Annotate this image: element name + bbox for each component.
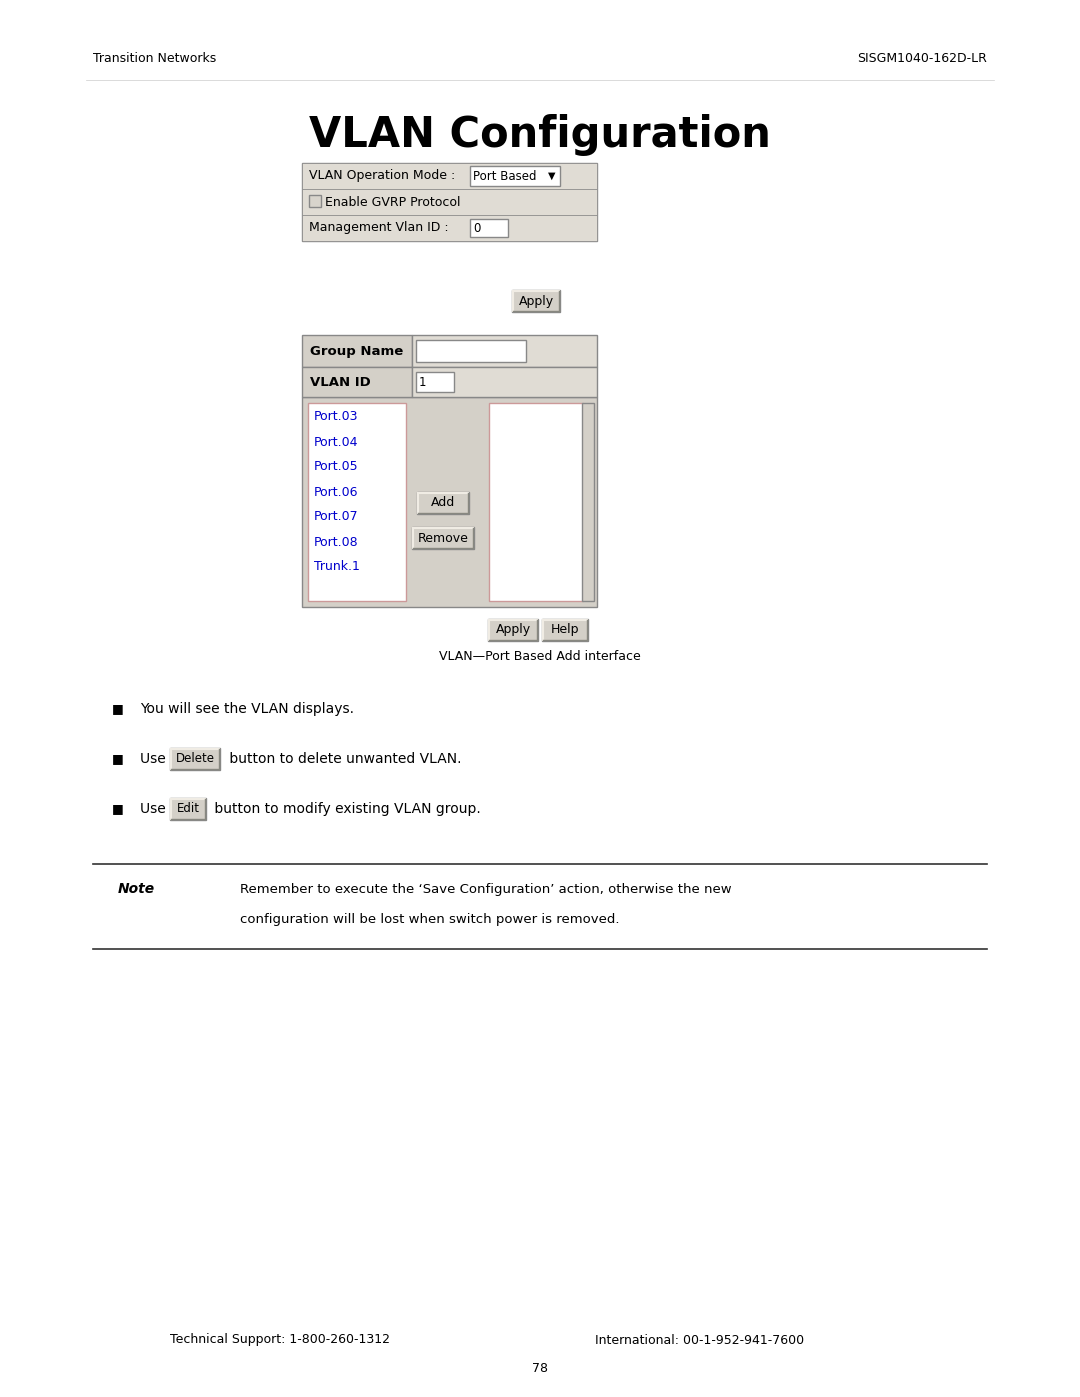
Text: You will see the VLAN displays.: You will see the VLAN displays.	[140, 703, 354, 717]
Bar	[309, 196, 321, 207]
Text: Port.05: Port.05	[314, 461, 359, 474]
Bar	[470, 166, 561, 186]
Text: configuration will be lost when switch power is removed.: configuration will be lost when switch p…	[240, 912, 620, 925]
Text: button to delete unwanted VLAN.: button to delete unwanted VLAN.	[225, 752, 461, 766]
Bar	[302, 189, 597, 215]
Text: 78: 78	[532, 1362, 548, 1375]
Text: Port.07: Port.07	[314, 510, 359, 524]
Text: ▼: ▼	[549, 170, 556, 182]
Bar	[416, 339, 526, 362]
Text: Trunk.1: Trunk.1	[314, 560, 360, 574]
Text: Apply: Apply	[518, 295, 554, 307]
Text: Transition Networks: Transition Networks	[93, 52, 216, 64]
Text: Port.04: Port.04	[314, 436, 359, 448]
Text: ■: ■	[112, 802, 124, 816]
Text: Port.06: Port.06	[314, 486, 359, 499]
Text: Technical Support: 1-800-260-1312: Technical Support: 1-800-260-1312	[170, 1334, 390, 1347]
Text: VLAN ID: VLAN ID	[310, 376, 370, 388]
Bar	[512, 291, 561, 312]
Bar	[411, 335, 597, 367]
Bar	[308, 402, 406, 601]
Bar	[488, 619, 538, 641]
Text: Group Name: Group Name	[310, 345, 403, 358]
Bar	[302, 163, 597, 242]
Text: Edit: Edit	[176, 802, 200, 816]
Bar	[302, 215, 597, 242]
Text: International: 00-1-952-941-7600: International: 00-1-952-941-7600	[595, 1334, 805, 1347]
Text: Help: Help	[551, 623, 579, 637]
Text: SISGM1040-162D-LR: SISGM1040-162D-LR	[858, 52, 987, 64]
Text: VLAN—Port Based Add interface: VLAN—Port Based Add interface	[440, 651, 640, 664]
Bar	[582, 402, 594, 601]
Text: Use: Use	[140, 802, 171, 816]
Text: Add: Add	[431, 496, 455, 510]
Text: ■: ■	[112, 753, 124, 766]
Bar	[470, 219, 508, 237]
Text: Port Based: Port Based	[473, 169, 537, 183]
Bar	[302, 163, 597, 189]
Text: ■: ■	[112, 703, 124, 715]
Text: VLAN Operation Mode :: VLAN Operation Mode :	[309, 169, 456, 183]
Text: Use: Use	[140, 752, 171, 766]
Text: Apply: Apply	[496, 623, 530, 637]
Bar	[170, 798, 206, 820]
Bar	[302, 367, 411, 397]
Bar	[411, 527, 474, 549]
Text: Remove: Remove	[418, 531, 469, 545]
Bar	[170, 747, 220, 770]
Bar	[417, 492, 469, 514]
Bar	[489, 402, 583, 601]
Text: Port.08: Port.08	[314, 535, 359, 549]
Bar	[411, 367, 597, 397]
Bar	[302, 397, 597, 608]
Text: Delete: Delete	[175, 753, 215, 766]
Bar	[302, 335, 411, 367]
Text: 1: 1	[419, 376, 427, 388]
Text: Port.03: Port.03	[314, 411, 359, 423]
Text: Management Vlan ID :: Management Vlan ID :	[309, 222, 448, 235]
Bar	[416, 372, 454, 393]
Text: 0: 0	[473, 222, 481, 235]
Text: Enable GVRP Protocol: Enable GVRP Protocol	[325, 196, 460, 208]
Text: button to modify existing VLAN group.: button to modify existing VLAN group.	[210, 802, 481, 816]
Text: Remember to execute the ‘Save Configuration’ action, otherwise the new: Remember to execute the ‘Save Configurat…	[240, 883, 731, 895]
Text: VLAN Configuration: VLAN Configuration	[309, 115, 771, 156]
Bar	[542, 619, 588, 641]
Text: Note: Note	[118, 882, 156, 895]
